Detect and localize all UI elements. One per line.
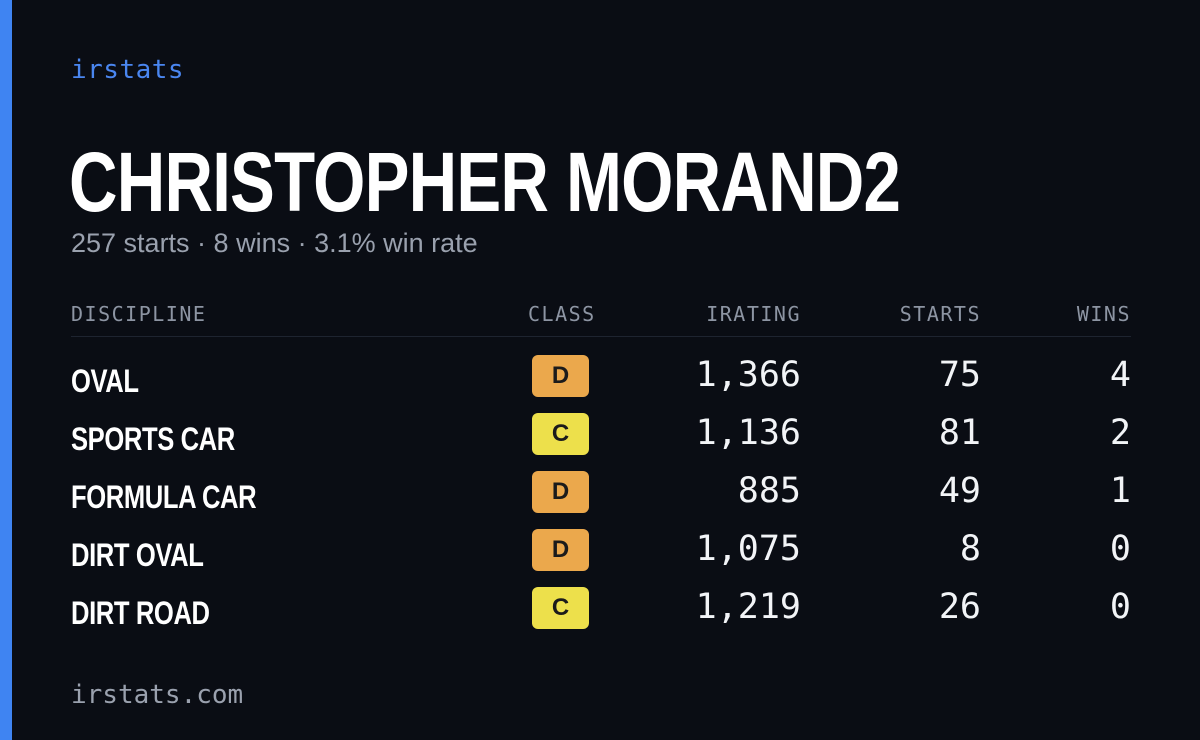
table-body: OVAL D 1,366 75 4 SPORTS CAR C 1,136 81 …: [71, 337, 1131, 643]
header-discipline: DISCIPLINE: [71, 302, 207, 326]
wins-value: 0: [1109, 587, 1131, 627]
starts-value: 75: [938, 355, 981, 395]
header-wins: WINS: [1076, 302, 1131, 326]
wins-value: 1: [1109, 471, 1131, 511]
header-irating: IRATING: [706, 302, 801, 326]
irating-value: 1,366: [695, 355, 801, 395]
class-badge: C: [532, 587, 589, 629]
accent-bar: [0, 0, 12, 740]
footer-url: irstats.com: [71, 680, 244, 710]
starts-value: 81: [938, 413, 981, 453]
table-row: DIRT OVAL D 1,075 8 0: [71, 527, 1131, 585]
discipline-name: OVAL: [71, 363, 139, 399]
class-badge: D: [532, 529, 589, 571]
starts-value: 49: [938, 471, 981, 511]
discipline-name: SPORTS CAR: [71, 421, 235, 457]
discipline-name: DIRT OVAL: [71, 537, 204, 573]
header-class: CLASS: [528, 302, 596, 326]
wins-value: 0: [1109, 529, 1131, 569]
wins-value: 2: [1109, 413, 1131, 453]
class-badge: D: [532, 471, 589, 513]
stats-table: DISCIPLINE CLASS IRATING STARTS WINS OVA…: [71, 296, 1131, 643]
brand-logo: irstats: [71, 55, 185, 85]
wins-value: 4: [1109, 355, 1131, 395]
table-row: DIRT ROAD C 1,219 26 0: [71, 585, 1131, 643]
irating-value: 1,075: [695, 529, 801, 569]
driver-summary: 257 starts · 8 wins · 3.1% win rate: [71, 228, 478, 258]
starts-value: 8: [959, 529, 981, 569]
discipline-name: FORMULA CAR: [71, 479, 257, 515]
irating-value: 885: [737, 471, 801, 511]
irating-value: 1,219: [695, 587, 801, 627]
starts-value: 26: [938, 587, 981, 627]
table-row: SPORTS CAR C 1,136 81 2: [71, 411, 1131, 469]
class-badge: D: [532, 355, 589, 397]
table-header: DISCIPLINE CLASS IRATING STARTS WINS: [71, 296, 1131, 337]
irating-value: 1,136: [695, 413, 801, 453]
table-row: FORMULA CAR D 885 49 1: [71, 469, 1131, 527]
header-starts: STARTS: [899, 302, 981, 326]
table-row: OVAL D 1,366 75 4: [71, 353, 1131, 411]
class-badge: C: [532, 413, 589, 455]
driver-name: CHRISTOPHER MORAND2: [69, 135, 901, 229]
discipline-name: DIRT ROAD: [71, 595, 210, 631]
